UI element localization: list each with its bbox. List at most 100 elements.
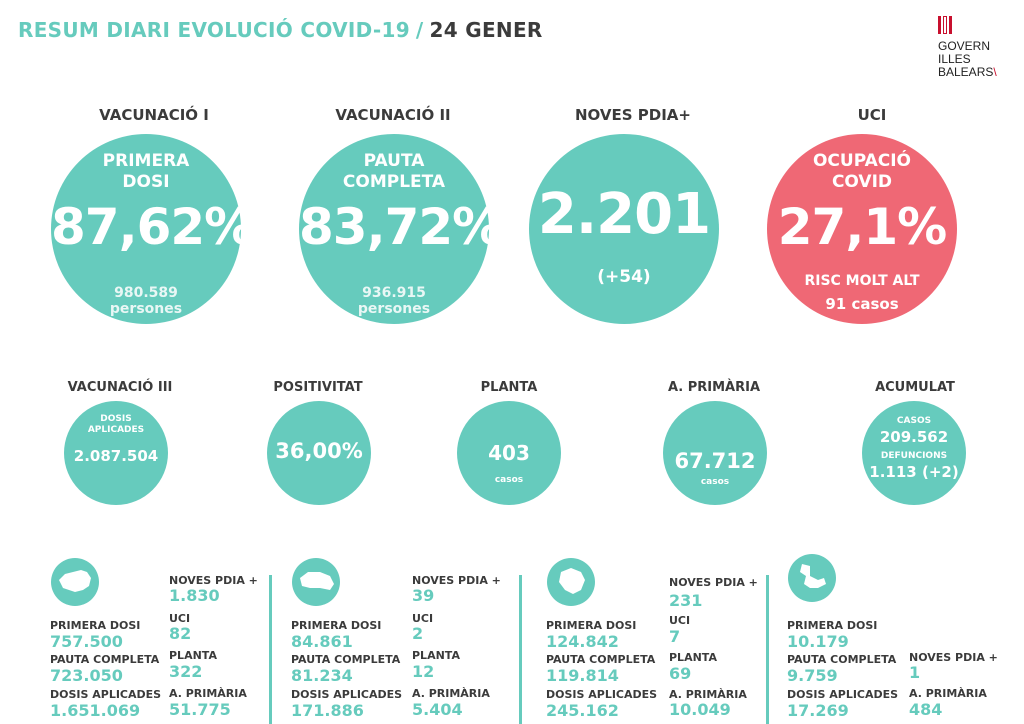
value-primera-dosi: 84.861 — [291, 632, 353, 651]
label-uci: UCI — [412, 612, 434, 625]
formentera-icon — [788, 554, 836, 602]
heading-acumulat: ACUMULAT — [875, 380, 955, 395]
value-noves-pdia: 1.830 — [169, 586, 220, 605]
label-a-primaria: A. PRIMÀRIA — [669, 688, 747, 701]
label-a-primaria: A. PRIMÀRIA — [412, 687, 490, 700]
circle-value: 36,00% — [275, 439, 363, 463]
label-pauta-completa: PAUTA COMPLETA — [291, 653, 401, 666]
circle-value: 2.087.504 — [73, 447, 159, 465]
value-a-primaria: 5.404 — [412, 700, 463, 719]
label-uci: UCI — [169, 612, 191, 625]
circle-dosis-aplicades: DOSIS APLICADES 2.087.504 — [64, 401, 168, 505]
circle-planta: 403 casos — [457, 401, 561, 505]
heading-positivitat: POSITIVITAT — [273, 380, 363, 395]
circle-label-1: PAUTA — [363, 151, 425, 171]
circle-label-2: DOSI — [122, 172, 170, 192]
label-pauta-completa: PAUTA COMPLETA — [50, 653, 160, 666]
value-dosis-aplicades: 245.162 — [546, 701, 619, 720]
page-title: RESUM DIARI EVOLUCIÓ COVID-19/24 GENER — [18, 18, 543, 42]
circle-sub-1: (+54) — [597, 267, 651, 287]
circle-sub-1: 936.915 — [362, 285, 426, 301]
circle-positivitat: 36,00% — [267, 401, 371, 505]
label-primera-dosi: PRIMERA DOSI — [50, 619, 141, 632]
circle-sub-1: 980.589 — [114, 285, 178, 301]
logo-line-2: ILLES — [938, 52, 971, 66]
value-uci: 2 — [412, 624, 424, 643]
logo-line-1: GOVERN — [938, 39, 991, 53]
circle-value: 87,62% — [51, 198, 254, 256]
label-pauta-completa: PAUTA COMPLETA — [546, 653, 656, 666]
circle-value: 403 — [488, 441, 530, 465]
menorca-icon — [292, 558, 340, 606]
circle-small-1: DOSIS — [100, 414, 132, 424]
value-pauta-completa: 119.814 — [546, 666, 619, 685]
circle-pauta-completa: PAUTA COMPLETA 83,72% 936.915 persones — [299, 134, 502, 324]
circle-label-1: PRIMERA — [102, 151, 190, 171]
label-primera-dosi: PRIMERA DOSI — [291, 619, 382, 632]
circle-small-1: casos — [700, 477, 730, 487]
label-a-primaria: A. PRIMÀRIA — [909, 687, 987, 700]
title-main: RESUM DIARI EVOLUCIÓ COVID-19 — [18, 18, 410, 42]
label-dosis-aplicades: DOSIS APLICADES — [787, 688, 899, 701]
eivissa-icon — [547, 558, 595, 606]
value-primera-dosi: 757.500 — [50, 632, 123, 651]
label-noves-pdia: NOVES PDIA + — [412, 574, 501, 587]
circle-value: 67.712 — [674, 449, 756, 473]
govern-emblem-icon — [938, 16, 1008, 34]
circle-label-1: OCUPACIÓ — [812, 151, 912, 171]
label-planta: PLANTA — [412, 649, 460, 662]
heading-a-primaria: A. PRIMÀRIA — [667, 380, 761, 395]
label-noves-pdia: NOVES PDIA + — [909, 651, 998, 664]
title-separator: / — [415, 18, 424, 42]
heading-noves-pdia: NOVES PDIA+ — [575, 106, 691, 124]
divider — [269, 575, 272, 724]
heading-planta: PLANTA — [480, 380, 538, 395]
value-dosis-aplicades: 171.886 — [291, 701, 364, 720]
label-planta: PLANTA — [169, 649, 217, 662]
circle-value-2: 1.113 (+2) — [869, 463, 959, 481]
label-a-primaria: A. PRIMÀRIA — [169, 687, 247, 700]
label-dosis-aplicades: DOSIS APLICADES — [291, 688, 403, 701]
circle-a-primaria: 67.712 casos — [663, 401, 767, 505]
value-pauta-completa: 81.234 — [291, 666, 353, 685]
value-uci: 82 — [169, 624, 192, 643]
heading-vacunacio-2: VACUNACIÓ II — [335, 106, 451, 124]
circle-acumulat: CASOS 209.562 DEFUNCIONS 1.113 (+2) — [862, 401, 966, 505]
label-dosis-aplicades: DOSIS APLICADES — [546, 688, 658, 701]
value-planta: 69 — [669, 664, 692, 683]
value-dosis-aplicades: 17.269 — [787, 701, 849, 720]
divider — [519, 575, 522, 724]
label-noves-pdia: NOVES PDIA + — [669, 576, 758, 589]
heading-uci: UCI — [857, 106, 887, 124]
label-primera-dosi: PRIMERA DOSI — [787, 619, 878, 632]
label-primera-dosi: PRIMERA DOSI — [546, 619, 637, 632]
value-pauta-completa: 723.050 — [50, 666, 123, 685]
value-pauta-completa: 9.759 — [787, 666, 838, 685]
govern-logo: GOVERN ILLES BALEARS\ — [938, 16, 1008, 79]
circle-small-2: APLICADES — [87, 425, 145, 435]
mallorca-icon — [51, 558, 99, 606]
circle-label-2: COMPLETA — [342, 172, 446, 192]
value-primera-dosi: 10.179 — [787, 632, 849, 651]
label-pauta-completa: PAUTA COMPLETA — [787, 653, 897, 666]
circle-uci-ocupacio: OCUPACIÓ COVID 27,1% RISC MOLT ALT 91 ca… — [767, 134, 957, 324]
divider — [766, 575, 769, 724]
circle-sub-2: persones — [357, 301, 431, 317]
value-primera-dosi: 124.842 — [546, 632, 619, 651]
circle-value: 27,1% — [777, 198, 947, 256]
label-planta: PLANTA — [669, 651, 717, 664]
value-a-primaria: 10.049 — [669, 700, 731, 719]
circle-sub-1: RISC MOLT ALT — [804, 273, 920, 289]
circle-small-2: DEFUNCIONS — [880, 451, 948, 461]
value-planta: 12 — [412, 662, 435, 681]
circle-value: 2.201 — [537, 182, 711, 247]
label-noves-pdia: NOVES PDIA + — [169, 574, 258, 587]
value-noves-pdia: 1 — [909, 663, 921, 682]
value-noves-pdia: 231 — [669, 591, 703, 610]
circle-value: 83,72% — [299, 198, 502, 256]
circle-noves-pdia: 2.201 (+54) — [529, 134, 719, 324]
title-date: 24 GENER — [429, 18, 543, 42]
value-dosis-aplicades: 1.651.069 — [50, 701, 141, 720]
logo-line-3: BALEARS — [938, 65, 994, 79]
value-a-primaria: 484 — [909, 700, 943, 719]
